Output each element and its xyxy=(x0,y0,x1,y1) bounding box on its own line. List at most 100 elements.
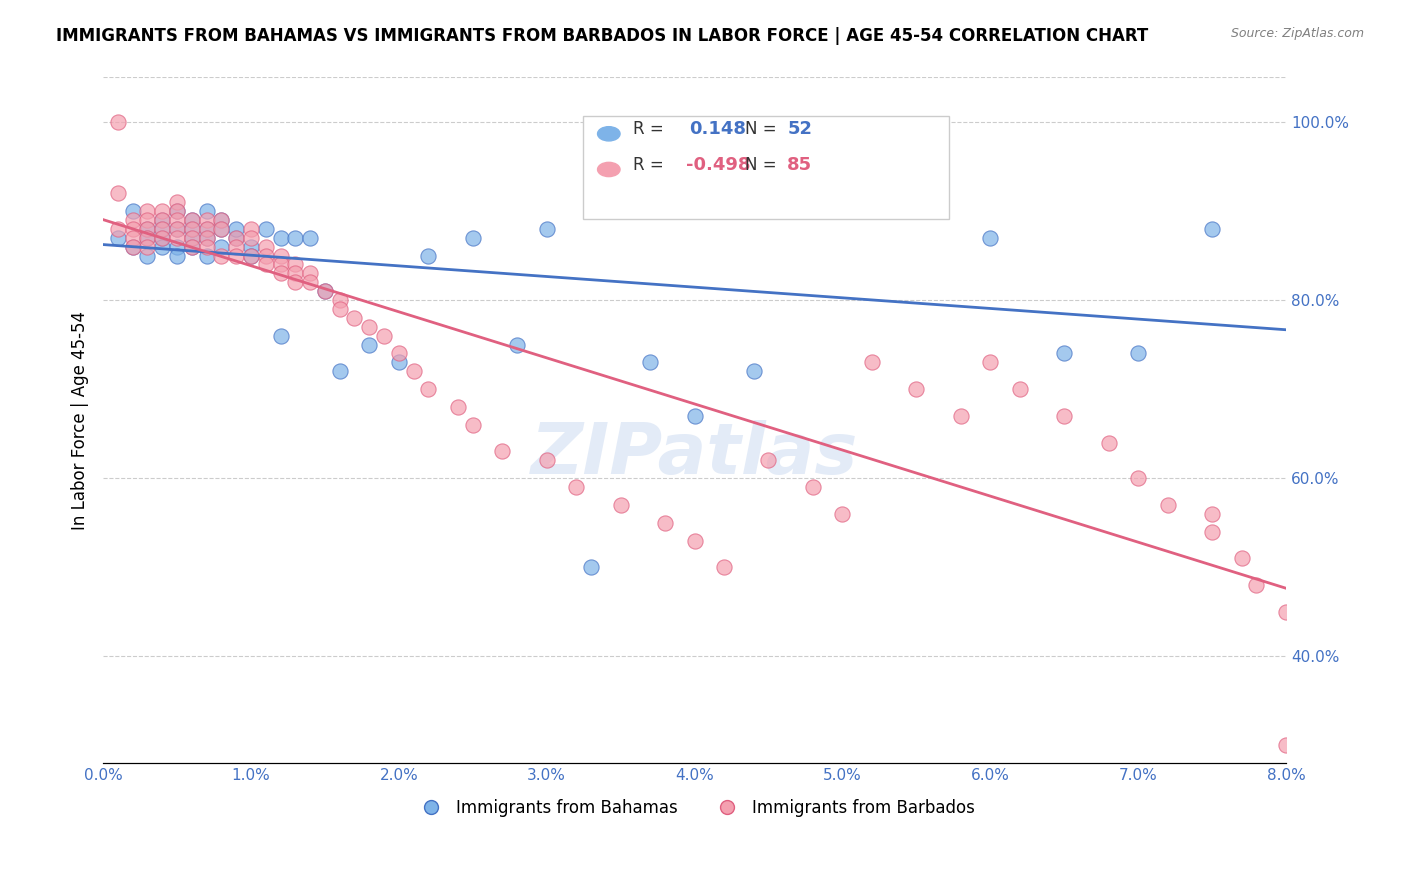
Point xyxy=(180,222,202,236)
Text: N =: N = xyxy=(745,156,776,174)
Point xyxy=(314,284,336,298)
Point xyxy=(121,213,143,227)
Point xyxy=(107,222,129,236)
Point xyxy=(254,239,277,253)
Point xyxy=(209,213,232,227)
Point xyxy=(150,204,173,219)
Point xyxy=(329,364,352,378)
Point xyxy=(1201,507,1223,521)
Point xyxy=(166,248,188,262)
Point xyxy=(1275,739,1298,753)
Point xyxy=(180,231,202,245)
Point xyxy=(758,453,780,467)
Point xyxy=(225,231,247,245)
Point xyxy=(136,213,159,227)
Point xyxy=(565,480,588,494)
Point xyxy=(150,222,173,236)
Point xyxy=(270,328,292,343)
Point xyxy=(195,231,218,245)
Y-axis label: In Labor Force | Age 45-54: In Labor Force | Age 45-54 xyxy=(72,310,89,530)
Text: 52: 52 xyxy=(787,120,813,138)
Point xyxy=(905,133,928,147)
Point xyxy=(240,239,263,253)
Point xyxy=(166,195,188,210)
Point xyxy=(180,239,202,253)
Point xyxy=(150,213,173,227)
Point xyxy=(491,444,513,458)
Point xyxy=(284,257,307,271)
Point xyxy=(225,248,247,262)
Point xyxy=(1126,471,1149,485)
Point xyxy=(343,310,366,325)
Point xyxy=(166,204,188,219)
Point xyxy=(1230,551,1253,566)
Point xyxy=(121,239,143,253)
Point xyxy=(254,222,277,236)
Point xyxy=(1201,524,1223,539)
Point xyxy=(314,284,336,298)
Point xyxy=(150,222,173,236)
Point xyxy=(1053,409,1076,423)
Point xyxy=(195,222,218,236)
Point xyxy=(121,204,143,219)
Point xyxy=(209,222,232,236)
Point xyxy=(713,560,735,574)
Point xyxy=(136,222,159,236)
Point xyxy=(1246,578,1268,592)
Point xyxy=(180,213,202,227)
Text: ZIPatlas: ZIPatlas xyxy=(531,420,858,489)
Point xyxy=(240,248,263,262)
Point xyxy=(150,231,173,245)
Point xyxy=(329,293,352,307)
Point xyxy=(209,213,232,227)
Point xyxy=(1053,346,1076,360)
Point xyxy=(461,231,484,245)
Point xyxy=(1008,382,1031,396)
Point xyxy=(121,231,143,245)
Point xyxy=(329,301,352,316)
Point xyxy=(107,231,129,245)
Point xyxy=(209,239,232,253)
Point xyxy=(831,133,853,147)
Text: IMMIGRANTS FROM BAHAMAS VS IMMIGRANTS FROM BARBADOS IN LABOR FORCE | AGE 45-54 C: IMMIGRANTS FROM BAHAMAS VS IMMIGRANTS FR… xyxy=(56,27,1149,45)
Point xyxy=(166,222,188,236)
Text: R =: R = xyxy=(633,120,664,138)
Point xyxy=(270,231,292,245)
Point xyxy=(180,239,202,253)
Point xyxy=(373,328,395,343)
Point xyxy=(240,248,263,262)
Point xyxy=(1275,605,1298,619)
Point xyxy=(225,222,247,236)
Point xyxy=(388,346,411,360)
Point xyxy=(270,257,292,271)
Point xyxy=(180,222,202,236)
Point xyxy=(180,213,202,227)
Point xyxy=(136,204,159,219)
Point xyxy=(270,266,292,280)
Point xyxy=(254,248,277,262)
Point xyxy=(107,115,129,129)
Point xyxy=(299,231,322,245)
Point xyxy=(506,337,529,351)
Point xyxy=(166,222,188,236)
Point xyxy=(121,239,143,253)
Point xyxy=(461,417,484,432)
Text: N =: N = xyxy=(745,120,776,138)
Point xyxy=(166,204,188,219)
Point xyxy=(359,337,381,351)
Point xyxy=(979,355,1001,369)
Point xyxy=(195,204,218,219)
Point xyxy=(536,453,558,467)
Point xyxy=(254,257,277,271)
Point xyxy=(654,516,676,530)
Point xyxy=(136,222,159,236)
Point xyxy=(240,222,263,236)
Point xyxy=(107,186,129,201)
Point xyxy=(1201,222,1223,236)
Point xyxy=(801,480,824,494)
Point xyxy=(949,409,972,423)
Point xyxy=(225,239,247,253)
Point xyxy=(270,248,292,262)
Point xyxy=(860,355,883,369)
Point xyxy=(359,319,381,334)
